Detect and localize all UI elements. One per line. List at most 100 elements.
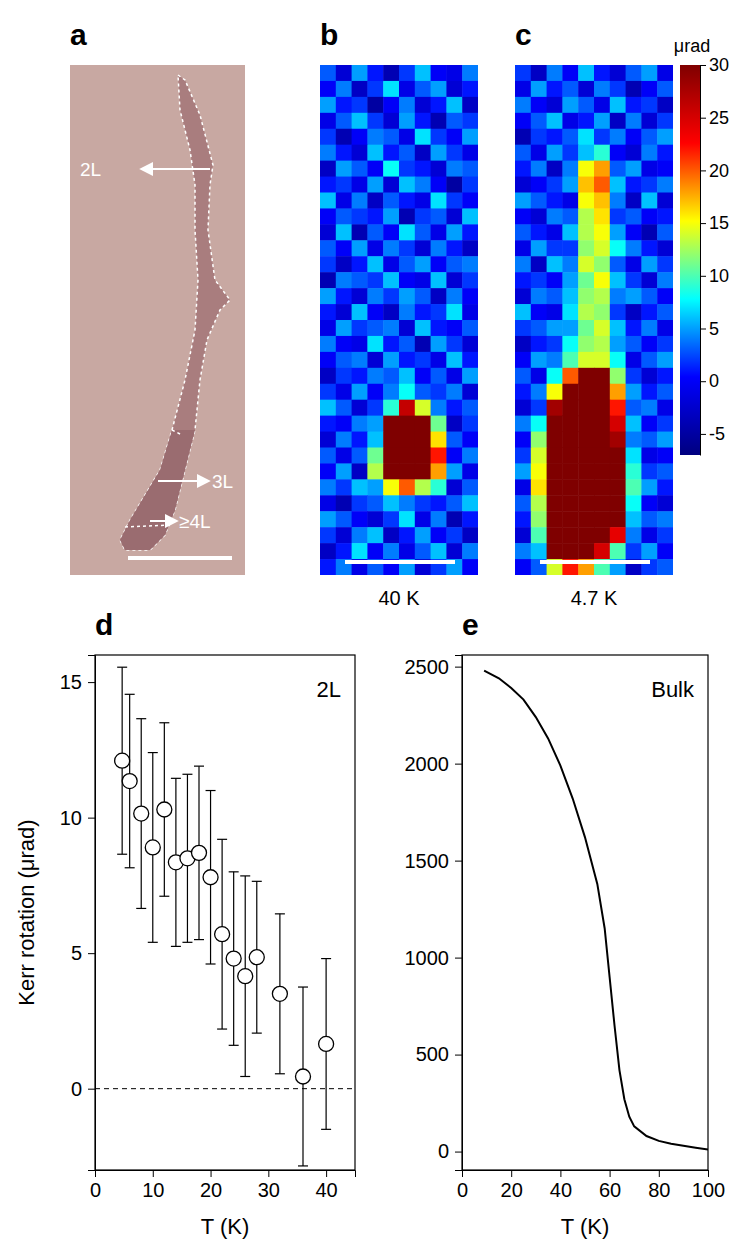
error-bar-cap — [240, 875, 250, 876]
cell — [462, 193, 478, 209]
cell — [383, 352, 399, 368]
error-bar-cap — [136, 908, 146, 909]
cell — [399, 193, 415, 209]
cell — [383, 448, 399, 464]
cell — [415, 304, 431, 320]
cell — [547, 432, 563, 448]
tick-mark — [700, 329, 706, 330]
cell — [594, 495, 610, 511]
panel-label: a — [70, 18, 87, 51]
cell — [626, 272, 642, 288]
cell — [367, 97, 383, 113]
scale-bar — [345, 560, 455, 564]
cell — [578, 145, 594, 161]
tick-mark — [560, 1170, 561, 1177]
cell — [336, 161, 352, 177]
cell — [336, 368, 352, 384]
cell — [610, 240, 626, 256]
cell — [446, 97, 462, 113]
cell — [531, 288, 547, 304]
cell — [383, 304, 399, 320]
cell — [562, 479, 578, 495]
cell — [626, 432, 642, 448]
cell — [547, 304, 563, 320]
cell — [578, 527, 594, 543]
cell — [383, 384, 399, 400]
cell — [562, 65, 578, 81]
cell — [462, 352, 478, 368]
cell — [610, 463, 626, 479]
cell — [367, 320, 383, 336]
cell — [594, 145, 610, 161]
cell — [336, 145, 352, 161]
cell — [562, 240, 578, 256]
cell — [641, 256, 657, 272]
cell — [578, 81, 594, 97]
cell — [515, 129, 531, 145]
cell — [515, 65, 531, 81]
cell — [336, 416, 352, 432]
cell — [610, 65, 626, 81]
cell — [641, 97, 657, 113]
axis-line — [96, 1171, 356, 1178]
cell — [352, 129, 368, 145]
cell — [641, 495, 657, 511]
map-title: 4.7 K — [571, 587, 618, 609]
cell — [594, 320, 610, 336]
cell — [431, 352, 447, 368]
cell — [610, 272, 626, 288]
cell — [320, 384, 336, 400]
arrow — [142, 168, 210, 170]
flake-thick — [120, 430, 195, 550]
cell — [446, 208, 462, 224]
cell — [336, 288, 352, 304]
cell — [336, 463, 352, 479]
cell — [531, 416, 547, 432]
cell — [626, 384, 642, 400]
cell — [547, 193, 563, 209]
cell — [336, 479, 352, 495]
cell — [399, 145, 415, 161]
cell — [594, 543, 610, 559]
tick-mark — [88, 953, 95, 954]
cell — [352, 272, 368, 288]
cell — [641, 272, 657, 288]
cell — [562, 543, 578, 559]
cell — [320, 129, 336, 145]
cell — [367, 400, 383, 416]
cell — [431, 272, 447, 288]
cell — [320, 65, 336, 81]
cell — [641, 479, 657, 495]
cell — [462, 448, 478, 464]
cell — [431, 224, 447, 240]
cell — [610, 368, 626, 384]
cell — [657, 208, 673, 224]
cell — [626, 145, 642, 161]
cell — [641, 193, 657, 209]
cell — [462, 320, 478, 336]
cell — [531, 81, 547, 97]
tick: 20 — [700, 161, 729, 181]
tick-label: 1500 — [405, 850, 450, 872]
cell — [515, 304, 531, 320]
cell — [657, 288, 673, 304]
cell — [336, 304, 352, 320]
cell — [515, 559, 531, 575]
cell — [320, 479, 336, 495]
error-bar-cap — [125, 867, 135, 868]
heatmap — [515, 65, 674, 576]
tick-label: 30 — [258, 1179, 280, 1201]
cell — [515, 416, 531, 432]
point — [296, 1069, 311, 1084]
cell — [352, 479, 368, 495]
tick-label: 0 — [90, 1179, 101, 1201]
cell — [336, 193, 352, 209]
cell — [399, 161, 415, 177]
cell — [367, 495, 383, 511]
cell — [399, 288, 415, 304]
plot-area — [95, 667, 355, 1166]
cell — [594, 384, 610, 400]
cell — [383, 193, 399, 209]
cell — [336, 400, 352, 416]
cell — [515, 97, 531, 113]
